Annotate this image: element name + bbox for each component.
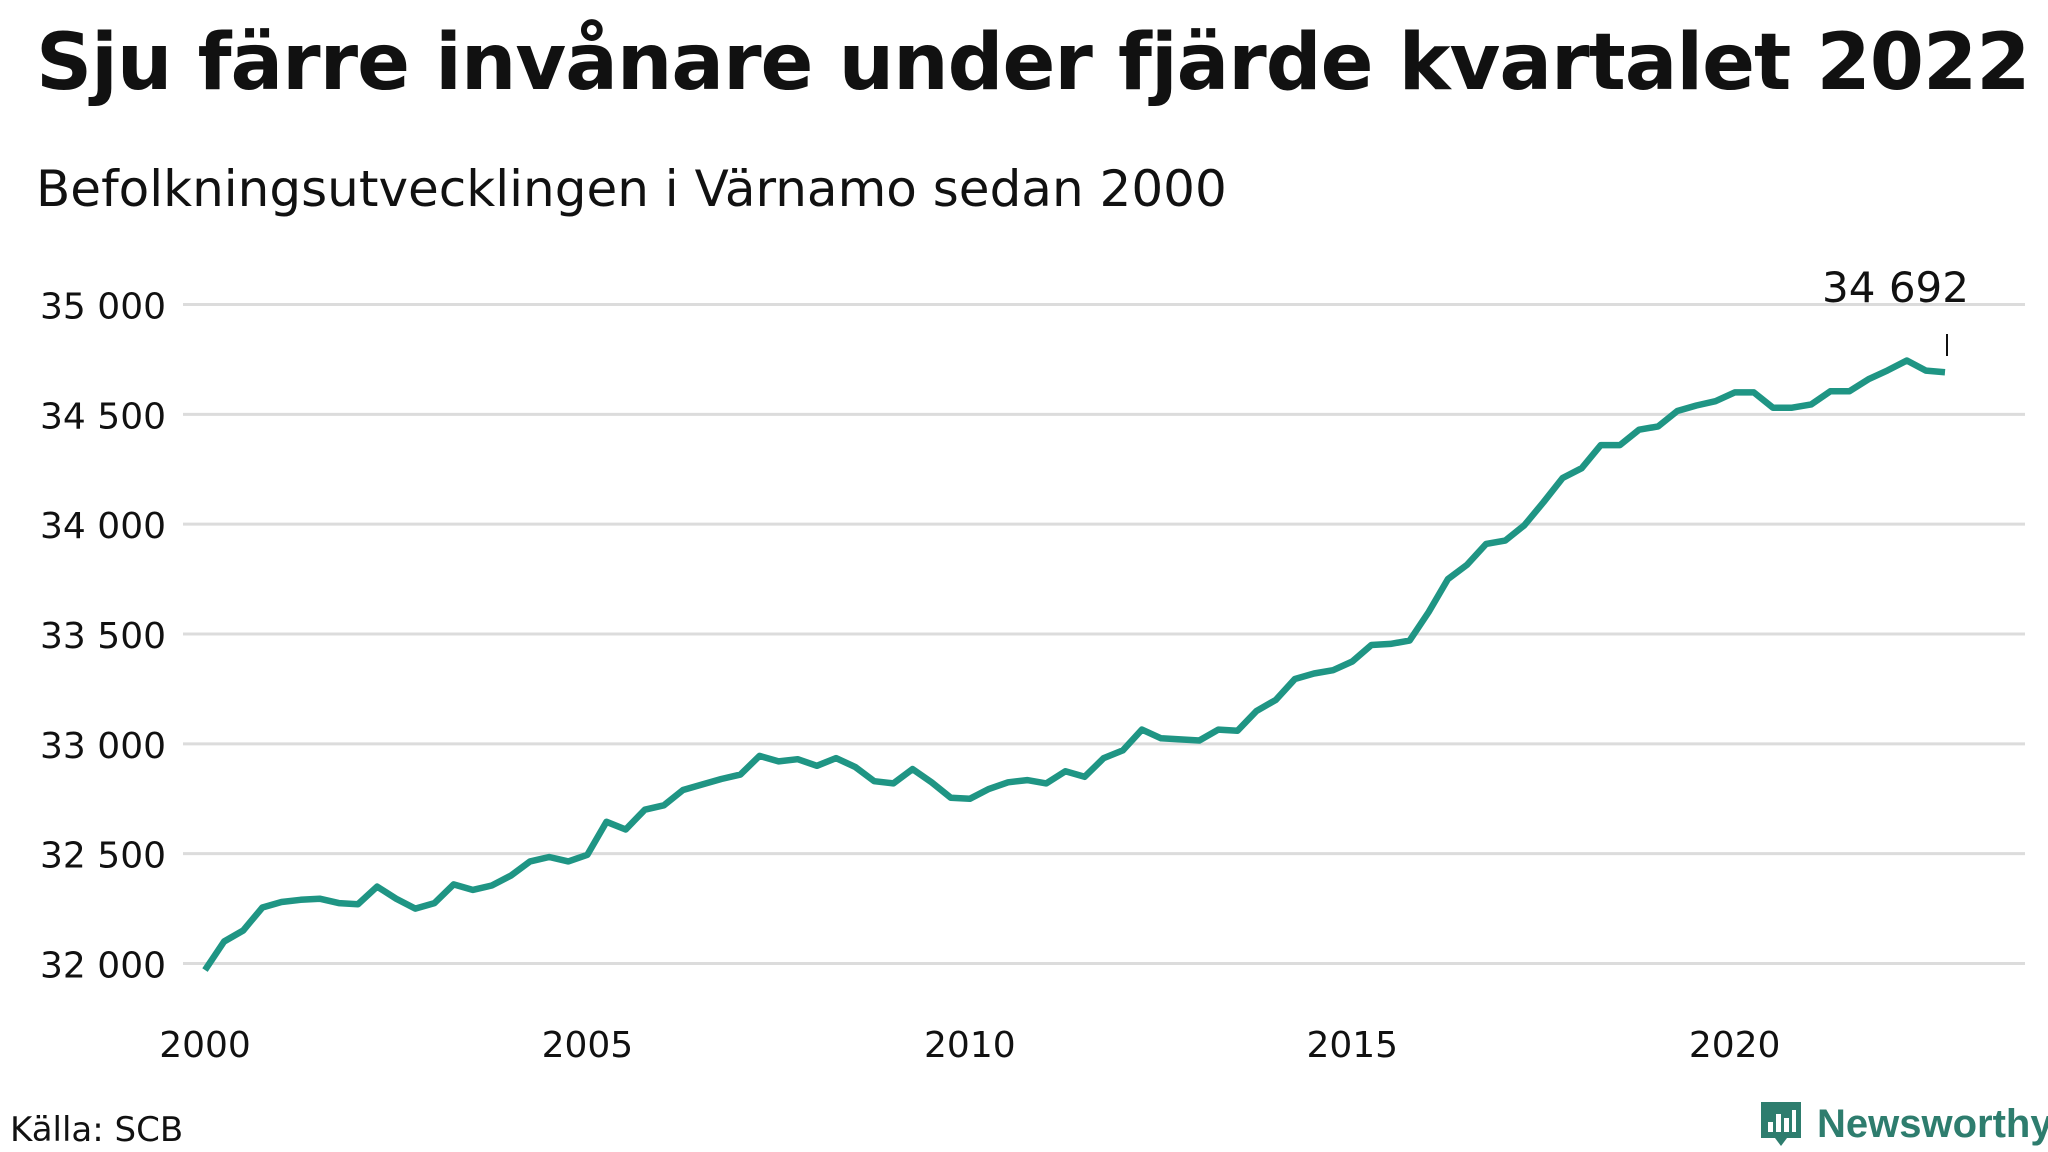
- gridlines: [183, 303, 2025, 965]
- chart-subtitle: Befolkningsutvecklingen i Värnamo sedan …: [36, 160, 1227, 218]
- x-tick-label: 2020: [1689, 1025, 1781, 1066]
- x-tick-label: 2005: [542, 1025, 634, 1066]
- series-line: [202, 357, 1946, 972]
- x-tick-label: 2010: [924, 1025, 1016, 1066]
- y-tick-label: 33 000: [40, 726, 166, 767]
- brand-name: Newsworthy: [1817, 1101, 2048, 1146]
- y-tick-label: 32 000: [40, 946, 166, 987]
- brand-logo: Newsworthy: [1757, 1098, 2048, 1150]
- y-tick-label: 32 500: [40, 836, 166, 877]
- y-tick-label: 34 500: [40, 396, 166, 437]
- annotation: 34 692: [1822, 263, 1969, 356]
- y-tick-label: 33 500: [40, 616, 166, 657]
- chart-title: Sju färre invånare under fjärde kvartale…: [36, 18, 2031, 108]
- bar-chart-logo-icon: [1761, 1102, 1801, 1146]
- y-tick-label: 34 000: [40, 506, 166, 547]
- y-tick-label: 35 000: [40, 287, 166, 328]
- x-axis: 2000 2005 2010 2015 2020: [159, 1025, 1780, 1066]
- series-layer: [202, 357, 1946, 972]
- x-tick-label: 2000: [159, 1025, 251, 1066]
- y-axis: 32 000 32 500 33 000 33 500 34 000 34 500 35 0…: [40, 287, 166, 987]
- source-note: Källa: SCB: [10, 1110, 184, 1150]
- annotation-label: 34 692: [1822, 263, 1969, 312]
- x-tick-label: 2015: [1306, 1025, 1398, 1066]
